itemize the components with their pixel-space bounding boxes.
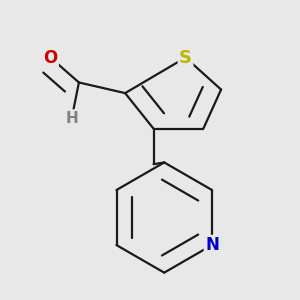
Text: H: H <box>65 110 78 125</box>
Text: O: O <box>43 49 58 67</box>
Text: N: N <box>205 236 219 254</box>
Text: S: S <box>179 49 192 67</box>
